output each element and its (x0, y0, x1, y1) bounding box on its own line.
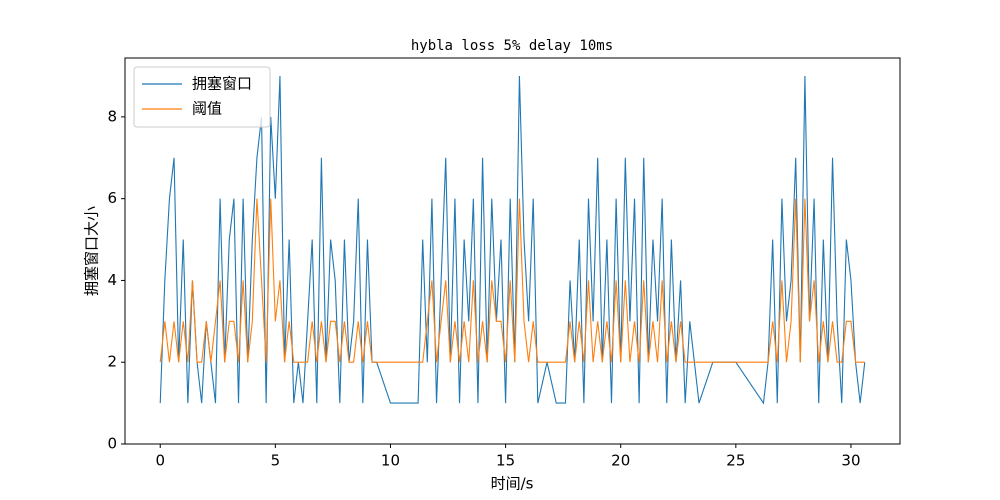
legend-box (133, 66, 271, 128)
series-line (159, 198, 865, 363)
legend-label: 阈值 (192, 100, 222, 118)
x-tick-label: 5 (271, 452, 281, 470)
y-tick-label: 8 (107, 107, 117, 125)
legend-label: 拥塞窗口 (192, 75, 252, 93)
series-line (159, 75, 866, 405)
chart-title: hybla loss 5% delay 10ms (411, 38, 613, 54)
x-tick-label: 10 (381, 452, 400, 470)
x-tick-label: 30 (841, 452, 860, 470)
y-tick-label: 2 (107, 353, 117, 371)
y-axis-label: 拥塞窗口大小 (83, 206, 101, 296)
plot-frame (124, 57, 901, 445)
x-tick-label: 0 (155, 452, 165, 470)
x-tick-label: 20 (611, 452, 630, 470)
x-tick-label: 15 (496, 452, 515, 470)
y-tick-label: 0 (107, 435, 117, 453)
x-axis-label: 时间/s (491, 475, 534, 493)
y-tick-label: 6 (107, 189, 117, 207)
x-tick-label: 25 (726, 452, 745, 470)
y-tick-label: 4 (107, 271, 117, 289)
